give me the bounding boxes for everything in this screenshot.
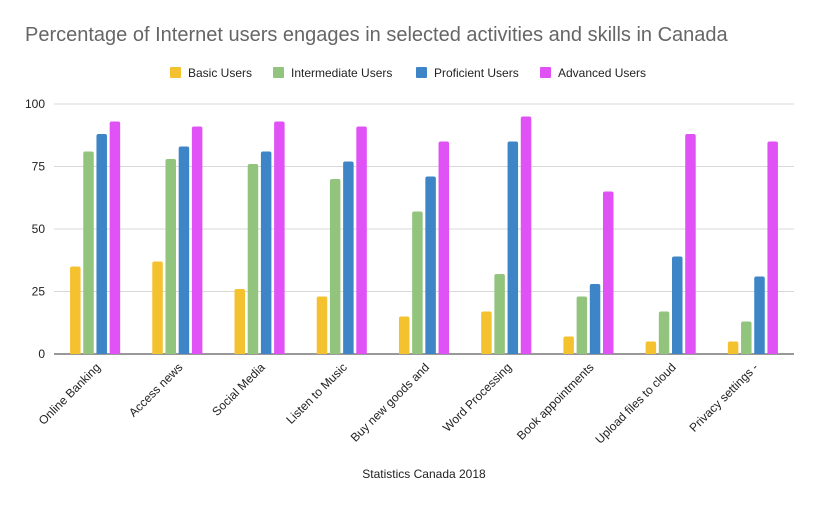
- legend-swatch: [273, 67, 284, 78]
- bar: [191, 126, 203, 354]
- y-tick-label: 50: [32, 222, 46, 236]
- bar: [645, 341, 657, 354]
- bar: [152, 261, 163, 354]
- bar: [234, 289, 246, 354]
- x-tick-label: Listen to Music: [283, 360, 350, 427]
- bar: [576, 296, 588, 354]
- legend-swatch: [170, 67, 181, 78]
- y-tick-label: 100: [25, 97, 45, 111]
- x-tick-label: Access news: [126, 360, 185, 419]
- bar: [481, 311, 492, 354]
- x-tick-label: Book appointments: [514, 360, 597, 443]
- bar: [767, 141, 778, 354]
- bar: [520, 116, 532, 354]
- bar: [178, 146, 190, 354]
- x-tick-label: Online Banking: [36, 360, 103, 427]
- chart-title: Percentage of Internet users engages in …: [25, 24, 728, 46]
- bar: [685, 134, 696, 354]
- legend-label: Basic Users: [188, 66, 252, 80]
- bar: [438, 141, 450, 354]
- bar: [316, 296, 328, 354]
- bar: [563, 336, 574, 354]
- bar: [727, 341, 739, 354]
- y-tick-label: 75: [32, 160, 46, 174]
- bar: [398, 316, 410, 354]
- x-tick-label: Social Media: [209, 360, 268, 419]
- x-tick-label: Buy new goods and: [348, 360, 432, 444]
- legend-label: Advanced Users: [558, 66, 646, 80]
- bar: [83, 151, 94, 354]
- bar: [425, 176, 436, 354]
- bar: [507, 141, 519, 354]
- x-tick-label: Privacy settings -: [687, 360, 762, 435]
- bar: [165, 159, 176, 354]
- y-tick-label: 25: [32, 285, 46, 299]
- bar: [96, 134, 107, 354]
- bar: [260, 151, 272, 354]
- legend-label: Intermediate Users: [291, 66, 392, 80]
- x-tick-label: Upload files to cloud: [592, 360, 678, 446]
- legend-swatch: [416, 67, 427, 78]
- bar: [356, 126, 367, 354]
- legend-label: Proficient Users: [434, 66, 519, 80]
- x-axis-label: Statistics Canada 2018: [362, 467, 486, 481]
- bar: [247, 164, 259, 354]
- bar: [274, 121, 285, 354]
- x-tick-label: Word Processing: [440, 360, 514, 434]
- bar: [70, 266, 81, 354]
- bar: [589, 284, 601, 354]
- bar: [754, 276, 765, 354]
- y-tick-label: 0: [38, 347, 45, 361]
- bar: [658, 311, 670, 354]
- bar: [412, 211, 423, 354]
- bar: [109, 121, 121, 354]
- legend-swatch: [540, 67, 551, 78]
- bar: [494, 274, 505, 354]
- bar: [329, 179, 341, 354]
- bar: [602, 191, 614, 354]
- bar: [672, 256, 683, 354]
- bar: [741, 321, 752, 354]
- bar: [343, 161, 354, 354]
